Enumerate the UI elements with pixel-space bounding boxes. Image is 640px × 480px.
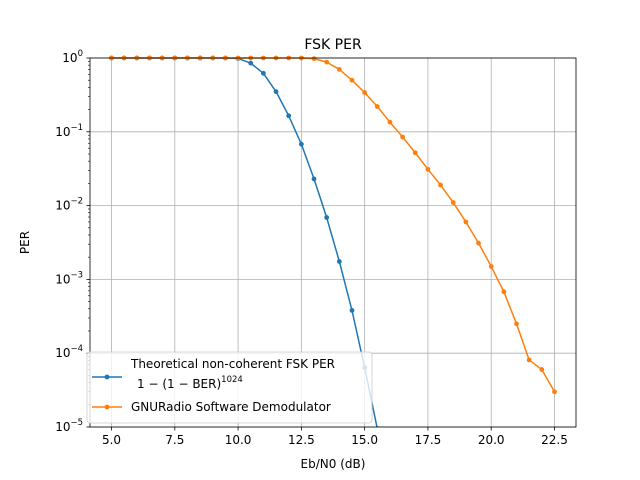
x-tick-label: 22.5 [541, 433, 568, 447]
y-axis-label: PER [18, 231, 32, 254]
x-axis: 5.0 7.5 10.0 12.5 15.0 17.5 20.0 22.5 [102, 427, 568, 447]
x-tick-label: 12.5 [288, 433, 315, 447]
chart-title: FSK PER [304, 37, 362, 53]
data-point [374, 104, 380, 109]
x-tick-label: 15.0 [351, 433, 378, 447]
data-point [412, 150, 418, 156]
legend-label: GNURadio Software Demodulator [131, 400, 331, 414]
data-point [324, 59, 330, 65]
legend-formula: 1 − (1 − BER)1024 [137, 375, 243, 391]
data-point [400, 134, 406, 140]
legend-marker [104, 374, 110, 380]
data-point [387, 119, 393, 125]
data-point [349, 77, 355, 83]
x-axis-label: Eb/N0 (dB) [301, 457, 366, 471]
data-point [298, 141, 304, 147]
data-point [501, 289, 507, 295]
grid [90, 57, 576, 428]
x-tick-label: 5.0 [102, 433, 121, 447]
legend-marker [104, 404, 110, 410]
data-point [476, 240, 481, 246]
data-point [425, 166, 431, 172]
data-point [488, 264, 494, 269]
data-point [362, 90, 368, 95]
data-point [336, 259, 342, 264]
data-point [552, 389, 557, 395]
x-tick-label: 10.0 [225, 433, 252, 447]
x-tick-label: 20.0 [478, 433, 505, 447]
data-point [539, 367, 545, 372]
data-point [349, 308, 355, 313]
x-tick-label: 17.5 [415, 433, 442, 447]
data-point [311, 176, 317, 182]
data-point [450, 200, 456, 205]
data-point [248, 60, 254, 66]
data-point [526, 357, 532, 363]
data-point [286, 113, 292, 119]
data-point [463, 219, 469, 225]
data-point [311, 56, 317, 62]
plot-frame [89, 57, 577, 428]
data-point [273, 89, 279, 95]
data-point [336, 67, 342, 72]
legend-label: Theoretical non-coherent FSK PER [130, 357, 335, 371]
data-point [260, 70, 266, 76]
legend-box [86, 351, 373, 424]
data-point [324, 215, 330, 220]
x-tick-label: 7.5 [165, 433, 184, 447]
data-point [514, 321, 519, 327]
data-point [438, 182, 443, 188]
legend: Theoretical non-coherent FSK PER 1 − (1 −… [86, 351, 373, 424]
